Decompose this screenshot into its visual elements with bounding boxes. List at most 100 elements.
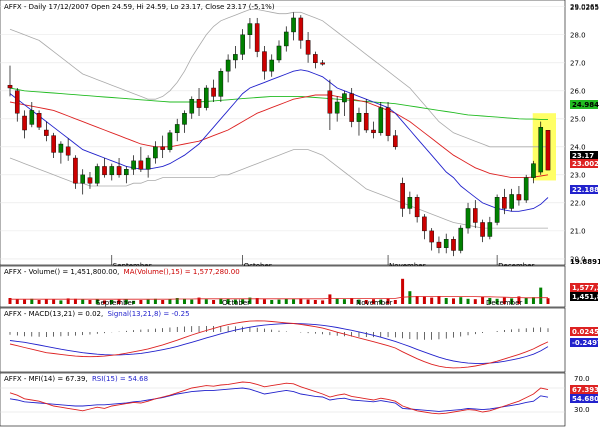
ma-slow-line <box>9 87 548 120</box>
volume-bar <box>146 299 150 304</box>
macd-title-name: AFFX - MACD(13,21) = 0.02, <box>4 310 103 318</box>
candle-body <box>254 23 260 52</box>
candle-body <box>233 54 238 61</box>
candle-body <box>487 222 493 237</box>
volume-title-name: AFFX - Volume() = 1,451,800.00, <box>4 268 119 276</box>
volume-bar <box>81 299 85 304</box>
volume-bar <box>437 296 441 304</box>
volume-bar <box>364 300 368 304</box>
badge-macd: 0.0245807 <box>572 328 600 336</box>
candle-body <box>545 130 551 171</box>
volume-bar <box>88 300 92 304</box>
candle-body <box>400 183 405 209</box>
volume-bar <box>15 299 19 304</box>
volume-bar <box>342 299 346 304</box>
candle-body <box>480 222 485 237</box>
volume-bar <box>372 299 376 304</box>
volume-bar <box>401 278 405 304</box>
candle-body <box>465 208 471 229</box>
candle-body <box>29 110 35 125</box>
volume-bar <box>328 294 332 304</box>
mfi-title-rsi: RSI(15) = 54.68 <box>92 375 148 383</box>
volume-ma-line <box>10 295 548 300</box>
volume-bar <box>226 298 230 304</box>
volume-bar <box>37 300 41 304</box>
candle-body <box>385 107 391 136</box>
volume-bar <box>357 299 361 304</box>
ma-fast-line <box>9 69 549 212</box>
candle-body <box>36 113 42 128</box>
volume-bar <box>335 298 339 304</box>
candle-body <box>502 197 507 209</box>
candle-body <box>342 93 347 103</box>
candle-body <box>225 59 231 72</box>
volume-bar <box>481 296 485 304</box>
price-tick-label: 29.0265 <box>570 3 599 11</box>
price-title: AFFX - Daily 17/12/2007 Open 24.59, Hi 2… <box>4 3 275 11</box>
volume-bar <box>524 298 528 304</box>
candle-body <box>472 208 478 223</box>
candle-body <box>269 59 275 72</box>
volume-bar <box>132 300 136 304</box>
candle-body <box>196 98 202 108</box>
macd-panel: AFFX - MACD(13,21) = 0.02, Signal(13,21,… <box>0 307 566 373</box>
candle-body <box>429 230 434 243</box>
price-tick-label: 20.0 <box>570 255 586 263</box>
badge-vol: 1,451,800 <box>572 293 600 301</box>
candle-body <box>291 17 296 33</box>
volume-bar <box>422 296 426 304</box>
volume-bar <box>350 298 354 304</box>
badge-signal-bg <box>570 338 598 347</box>
volume-bars <box>8 278 550 304</box>
candle-body <box>320 62 325 65</box>
bollinger-lower-line <box>9 149 548 229</box>
rsi-line <box>9 387 549 412</box>
macd-lines <box>9 320 549 369</box>
macd-frame <box>0 307 566 373</box>
volume-bar <box>44 299 48 304</box>
moving-average-lines <box>9 9 549 229</box>
candle-body <box>436 241 442 248</box>
badge-ma-mid-bg <box>570 159 598 168</box>
candle-body <box>189 98 195 114</box>
volume-bar <box>510 298 514 304</box>
volume-bar <box>110 300 114 304</box>
candle-body <box>371 129 376 134</box>
candle-body <box>443 239 449 248</box>
candle-body <box>422 216 427 232</box>
volume-bar <box>379 299 383 304</box>
badge-rsi: 54.6801 <box>572 395 600 403</box>
volume-bar <box>539 287 543 304</box>
price-tick-label: 26.0 <box>570 87 586 95</box>
volume-bar <box>488 298 492 304</box>
candle-body <box>494 197 500 223</box>
volume-bar <box>204 299 208 304</box>
candle-body <box>145 157 151 170</box>
volume-bar <box>153 298 157 304</box>
candle-body <box>356 113 362 122</box>
badge-close: 23.17 <box>572 152 594 160</box>
volume-bar <box>190 299 194 304</box>
candle-body <box>313 54 318 63</box>
volume-panel: AFFX - Volume() = 1,451,800.00, MA(Volum… <box>0 265 566 308</box>
candle-body <box>65 146 71 156</box>
candle-body <box>276 45 282 61</box>
price-tick-label: 22.0 <box>570 199 586 207</box>
candle-body <box>509 194 514 209</box>
price-axis: 20.0 21.0 22.0 23.0 24.0 25.0 26.0 27.0 28.0 29.0… <box>570 3 599 263</box>
candle-body <box>531 163 536 178</box>
volume-bar <box>270 300 274 304</box>
volume-bar <box>117 299 121 304</box>
candle-body <box>247 23 253 35</box>
volume-bar <box>393 300 397 304</box>
mfi-frame <box>0 372 566 427</box>
volume-bar <box>95 299 99 304</box>
bollinger-upper-line <box>9 9 548 148</box>
volume-bar <box>233 299 237 304</box>
month-label-vol-december: December <box>486 299 522 307</box>
month-label-vol-november: November <box>356 299 393 307</box>
candle-body <box>124 169 129 176</box>
candle-body <box>298 17 304 41</box>
volume-bar <box>277 299 281 304</box>
